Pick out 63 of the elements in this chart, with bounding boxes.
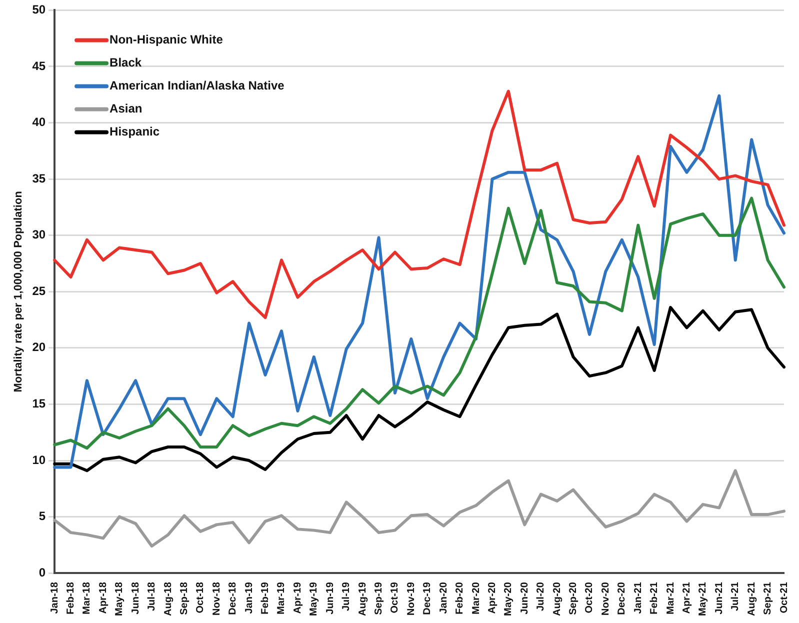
x-tick-label: Mar-18 bbox=[82, 582, 93, 614]
x-tick-label: Aug-21 bbox=[746, 582, 758, 616]
legend-label: American Indian/Alaska Native bbox=[110, 78, 285, 93]
y-tick-label: 30 bbox=[32, 228, 46, 242]
x-tick-label: Nov-19 bbox=[406, 582, 417, 616]
x-tick-label: Oct-19 bbox=[390, 582, 401, 614]
x-tick-label: Sep-18 bbox=[178, 582, 190, 615]
x-tick-label: May-20 bbox=[503, 582, 514, 616]
x-tick-label: Aug-20 bbox=[552, 582, 563, 616]
legend-label: Hispanic bbox=[110, 124, 160, 139]
y-axis-title: Mortality rate per 1,000,000 Population bbox=[12, 190, 25, 392]
x-tick-label: Oct-18 bbox=[195, 582, 206, 614]
x-tick-label: Mar-19 bbox=[276, 582, 288, 614]
y-tick-label: 50 bbox=[32, 2, 46, 17]
x-tick-label: Nov-18 bbox=[211, 582, 222, 616]
x-tick-label: Apr-21 bbox=[681, 582, 692, 614]
x-tick-label: Feb-20 bbox=[454, 582, 466, 614]
x-tick-label: Apr-18 bbox=[98, 582, 109, 614]
x-tick-label: Jun-20 bbox=[519, 582, 530, 614]
x-tick-label: Jan-18 bbox=[49, 582, 60, 614]
x-tick-label: Oct-21 bbox=[778, 582, 790, 614]
x-tick-label: Dec-18 bbox=[228, 582, 239, 615]
x-tick-label: May-18 bbox=[114, 582, 126, 616]
y-tick-label: 0 bbox=[38, 565, 46, 580]
x-tick-label: Feb-18 bbox=[66, 582, 77, 614]
y-tick-label: 45 bbox=[32, 58, 46, 73]
x-tick-label: Dec-19 bbox=[422, 582, 434, 615]
x-tick-label: Sep-20 bbox=[568, 582, 580, 615]
x-tick-label: Apr-19 bbox=[292, 582, 304, 614]
x-tick-label: Mar-21 bbox=[665, 582, 676, 614]
x-tick-label: Apr-20 bbox=[486, 582, 498, 614]
y-tick-label: 10 bbox=[32, 452, 46, 467]
x-tick-label: May-21 bbox=[698, 582, 709, 616]
x-tick-label: Feb-19 bbox=[260, 582, 272, 614]
x-tick-label: Nov-20 bbox=[600, 582, 612, 616]
y-tick-label: 20 bbox=[32, 340, 46, 354]
y-tick-label: 40 bbox=[32, 115, 46, 130]
x-tick-label: Sep-19 bbox=[374, 582, 384, 615]
x-tick-label: Dec-20 bbox=[616, 582, 628, 615]
x-tick-label: Jul-21 bbox=[730, 582, 742, 611]
x-tick-label: Jul-19 bbox=[341, 582, 352, 611]
x-tick-label: Jan-21 bbox=[632, 582, 644, 614]
x-tick-label: Feb-21 bbox=[649, 582, 660, 614]
y-tick-label: 15 bbox=[32, 396, 46, 411]
x-tick-label: Jun-19 bbox=[324, 582, 336, 614]
x-tick-label: Sep-21 bbox=[762, 582, 774, 615]
x-tick-label: Jun-18 bbox=[130, 582, 142, 614]
x-tick-label: Jul-18 bbox=[146, 582, 158, 611]
x-tick-label: Jul-20 bbox=[536, 582, 547, 611]
y-tick-label: 35 bbox=[32, 171, 46, 186]
x-tick-label: Jan-19 bbox=[244, 582, 255, 614]
x-tick-label: Mar-20 bbox=[470, 582, 482, 614]
y-tick-label: 5 bbox=[38, 509, 46, 524]
legend-label: Asian bbox=[110, 102, 142, 116]
x-tick-label: Aug-19 bbox=[357, 582, 368, 616]
x-tick-label: Oct-20 bbox=[584, 582, 596, 614]
legend-label: Black bbox=[110, 56, 142, 70]
x-tick-label: Jan-20 bbox=[438, 582, 450, 614]
legend-label: Non-Hispanic White bbox=[110, 32, 224, 47]
x-tick-label: Jun-21 bbox=[714, 582, 725, 614]
x-tick-label: May-19 bbox=[308, 582, 320, 616]
x-tick-label: Aug-18 bbox=[162, 582, 174, 616]
y-tick-label: 25 bbox=[32, 284, 46, 298]
